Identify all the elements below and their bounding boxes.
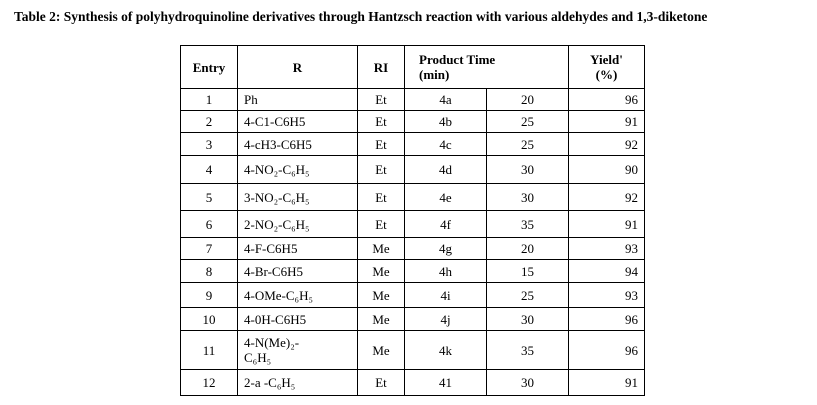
table-cell: 96	[568, 330, 645, 370]
table-cell: Me	[357, 307, 405, 331]
table-cell: 4j	[404, 307, 487, 331]
table-row: 12 2-a -C₆H₅ Et 41 30 91	[180, 369, 645, 396]
table-cell: Me	[357, 259, 405, 283]
column-header: R	[237, 45, 358, 89]
table-cell: 4-NO₂-C₆H₅	[237, 155, 358, 184]
table-row: 5 3-NO₂-C₆H₅ Et 4e 30 92	[180, 183, 645, 211]
table-cell: 91	[568, 110, 645, 133]
table-cell: 41	[404, 369, 487, 396]
table-cell: 4-cH3-C6H5	[237, 132, 358, 156]
table-head: Entry R RI Product Time (min) Yield' (%)	[180, 45, 645, 89]
table-cell: 92	[568, 132, 645, 156]
table-cell: 4	[180, 155, 238, 184]
table-cell: 9	[180, 282, 238, 308]
table-cell: 3	[180, 132, 238, 156]
table-cell: 30	[486, 155, 569, 184]
table-cell: 93	[568, 282, 645, 308]
column-header: Entry	[180, 45, 238, 89]
table-cell: 2	[180, 110, 238, 133]
table-cell: 15	[486, 259, 569, 283]
table-cell: 91	[568, 210, 645, 238]
table-cell: 4c	[404, 132, 487, 156]
table-cell: Ph	[237, 88, 358, 111]
table-row: 6 2-NO₂-C₆H₅ Et 4f 35 91	[180, 210, 645, 238]
table-cell: 5	[180, 183, 238, 211]
table-cell: 30	[486, 183, 569, 211]
table-cell: Me	[357, 330, 405, 370]
table-cell: Et	[357, 183, 405, 211]
table-cell: 4-F-C6H5	[237, 237, 358, 260]
table-row: 10 4-0H-C6H5 Me 4j 30 96	[180, 307, 645, 331]
table-row: 8 4-Br-C6H5 Me 4h 15 94	[180, 259, 645, 283]
table-cell: Et	[357, 155, 405, 184]
table-cell: 4g	[404, 237, 487, 260]
table-cell: 6	[180, 210, 238, 238]
header-row: Entry R RI Product Time (min) Yield' (%)	[180, 45, 645, 89]
table-cell: 11	[180, 330, 238, 370]
table-cell: 35	[486, 330, 569, 370]
table-cell: 4-0H-C6H5	[237, 307, 358, 331]
table-row: 2 4-C1-C6H5 Et 4b 25 91	[180, 110, 645, 133]
table-cell: 7	[180, 237, 238, 260]
table-cell: Me	[357, 282, 405, 308]
table-cell: 4-OMe-C₆H₅	[237, 282, 358, 308]
table-cell: 12	[180, 369, 238, 396]
data-table: Entry R RI Product Time (min) Yield' (%) 1 Ph…	[180, 45, 645, 396]
table-cell: Et	[357, 369, 405, 396]
column-header: Yield' (%)	[568, 45, 645, 89]
table-cell: 30	[486, 307, 569, 331]
table-cell: 2-a -C₆H₅	[237, 369, 358, 396]
table-body: 1 Ph Et 4a 20 96 2 4-C1-C6H5 Et 4b 25 91 3 4-cH3-C6H5…	[180, 88, 645, 396]
table-cell: 92	[568, 183, 645, 211]
table-row: 3 4-cH3-C6H5 Et 4c 25 92	[180, 132, 645, 156]
table-cell: 4i	[404, 282, 487, 308]
table-cell: Me	[357, 237, 405, 260]
column-header: Product Time (min)	[404, 45, 569, 89]
table-cell: 4k	[404, 330, 487, 370]
table-row: 1 Ph Et 4a 20 96	[180, 88, 645, 111]
table-cell: 4-N(Me)₂- C₆H₅	[237, 330, 358, 370]
table-cell: 20	[486, 88, 569, 111]
table-cell: 35	[486, 210, 569, 238]
table-cell: 3-NO₂-C₆H₅	[237, 183, 358, 211]
table-title: Table 2: Synthesis of polyhydroquinoline…	[14, 9, 708, 24]
table-cell: 93	[568, 237, 645, 260]
table-cell: 4-C1-C6H5	[237, 110, 358, 133]
table-cell: Et	[357, 210, 405, 238]
table-row: 4 4-NO₂-C₆H₅ Et 4d 30 90	[180, 155, 645, 184]
table-row: 7 4-F-C6H5 Me 4g 20 93	[180, 237, 645, 260]
table-cell: 4-Br-C6H5	[237, 259, 358, 283]
table-cell: 4d	[404, 155, 487, 184]
table-cell: 2-NO₂-C₆H₅	[237, 210, 358, 238]
table-cell: 25	[486, 282, 569, 308]
table-cell: Et	[357, 110, 405, 133]
table-cell: 4a	[404, 88, 487, 111]
table-cell: 94	[568, 259, 645, 283]
table-cell: Et	[357, 88, 405, 111]
table-cell: 96	[568, 88, 645, 111]
table-cell: 4e	[404, 183, 487, 211]
table-cell: 10	[180, 307, 238, 331]
table-cell: 4h	[404, 259, 487, 283]
table-cell: 8	[180, 259, 238, 283]
table-cell: 25	[486, 132, 569, 156]
table-cell: 4f	[404, 210, 487, 238]
table-cell: 96	[568, 307, 645, 331]
table-row: 9 4-OMe-C₆H₅ Me 4i 25 93	[180, 282, 645, 308]
table-cell: 90	[568, 155, 645, 184]
table-cell: 20	[486, 237, 569, 260]
table-row: 11 4-N(Me)₂- C₆H₅ Me 4k 35 96	[180, 330, 645, 370]
table-cell: 25	[486, 110, 569, 133]
table-cell: 91	[568, 369, 645, 396]
column-header: RI	[357, 45, 405, 89]
table-cell: 4b	[404, 110, 487, 133]
table-cell: Et	[357, 132, 405, 156]
table-cell: 30	[486, 369, 569, 396]
table-cell: 1	[180, 88, 238, 111]
